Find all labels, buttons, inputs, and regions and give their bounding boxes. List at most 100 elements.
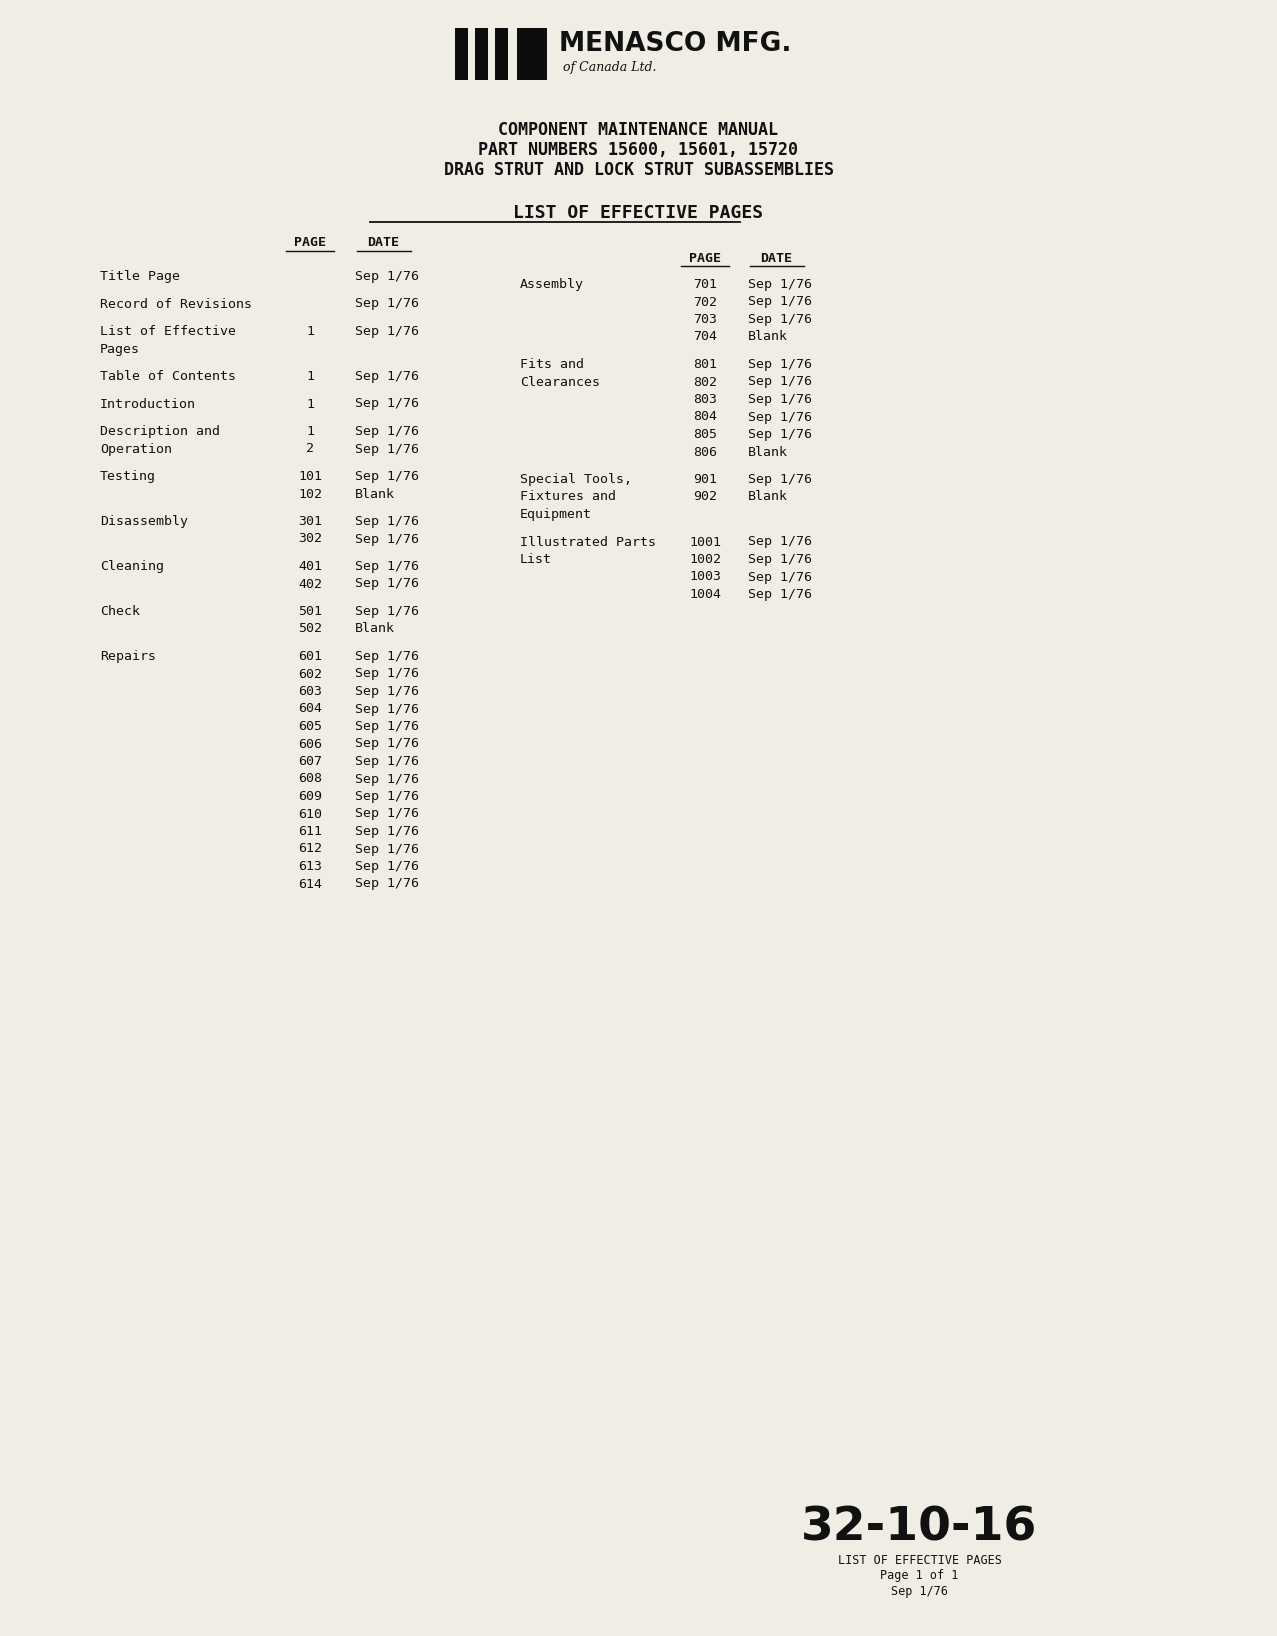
- Text: 802: 802: [693, 376, 716, 388]
- Text: Blank: Blank: [748, 445, 788, 458]
- Text: Blank: Blank: [748, 491, 788, 504]
- Bar: [517, 28, 547, 80]
- Text: 611: 611: [298, 825, 322, 838]
- Text: Fits and: Fits and: [520, 358, 584, 371]
- Text: 502: 502: [298, 623, 322, 635]
- Text: 609: 609: [298, 790, 322, 803]
- Text: 803: 803: [693, 393, 716, 406]
- Text: Sep 1/76: Sep 1/76: [748, 411, 812, 424]
- Text: Sep 1/76: Sep 1/76: [355, 470, 419, 483]
- Text: Sep 1/76: Sep 1/76: [355, 738, 419, 751]
- Text: Disassembly: Disassembly: [100, 515, 188, 528]
- Text: 1003: 1003: [690, 571, 722, 584]
- Text: 702: 702: [693, 296, 716, 309]
- Text: PART NUMBERS 15600, 15601, 15720: PART NUMBERS 15600, 15601, 15720: [479, 141, 798, 159]
- Text: Sep 1/76: Sep 1/76: [748, 587, 812, 600]
- Text: Sep 1/76: Sep 1/76: [355, 425, 419, 438]
- Text: Sep 1/76: Sep 1/76: [355, 772, 419, 785]
- Text: 1: 1: [306, 370, 314, 383]
- Text: 614: 614: [298, 877, 322, 890]
- Text: Sep 1/76: Sep 1/76: [355, 532, 419, 545]
- Text: Sep 1/76: Sep 1/76: [748, 358, 812, 371]
- Text: 1: 1: [306, 425, 314, 438]
- Text: 1001: 1001: [690, 535, 722, 548]
- Text: 604: 604: [298, 702, 322, 715]
- Text: 901: 901: [693, 473, 716, 486]
- Text: 607: 607: [298, 754, 322, 767]
- Text: Sep 1/76: Sep 1/76: [355, 667, 419, 681]
- Text: 602: 602: [298, 667, 322, 681]
- Text: Cleaning: Cleaning: [100, 560, 163, 573]
- Text: Illustrated Parts: Illustrated Parts: [520, 535, 656, 548]
- Text: Sep 1/76: Sep 1/76: [748, 393, 812, 406]
- Text: 613: 613: [298, 861, 322, 874]
- Text: 612: 612: [298, 843, 322, 856]
- Text: 608: 608: [298, 772, 322, 785]
- Text: Sep 1/76: Sep 1/76: [355, 270, 419, 283]
- Text: Introduction: Introduction: [100, 398, 195, 411]
- Text: Equipment: Equipment: [520, 509, 593, 520]
- Text: Fixtures and: Fixtures and: [520, 491, 616, 504]
- Text: Assembly: Assembly: [520, 278, 584, 291]
- Text: DRAG STRUT AND LOCK STRUT SUBASSEMBLIES: DRAG STRUT AND LOCK STRUT SUBASSEMBLIES: [443, 160, 834, 178]
- Text: LIST OF EFFECTIVE PAGES: LIST OF EFFECTIVE PAGES: [513, 204, 764, 222]
- Text: 701: 701: [693, 278, 716, 291]
- Text: 401: 401: [298, 560, 322, 573]
- Text: Sep 1/76: Sep 1/76: [355, 877, 419, 890]
- Text: 102: 102: [298, 488, 322, 501]
- Text: 101: 101: [298, 470, 322, 483]
- Text: PAGE: PAGE: [294, 237, 326, 250]
- Text: Sep 1/76: Sep 1/76: [748, 535, 812, 548]
- Text: Description and: Description and: [100, 425, 220, 438]
- Text: Sep 1/76: Sep 1/76: [355, 754, 419, 767]
- Text: List: List: [520, 553, 552, 566]
- Text: Sep 1/76: Sep 1/76: [748, 278, 812, 291]
- Text: 32-10-16: 32-10-16: [801, 1505, 1038, 1551]
- Text: Sep 1/76: Sep 1/76: [355, 515, 419, 528]
- Text: Record of Revisions: Record of Revisions: [100, 298, 252, 311]
- Text: Testing: Testing: [100, 470, 156, 483]
- Text: 605: 605: [298, 720, 322, 733]
- Text: 801: 801: [693, 358, 716, 371]
- Text: 301: 301: [298, 515, 322, 528]
- Text: LIST OF EFFECTIVE PAGES: LIST OF EFFECTIVE PAGES: [838, 1554, 1001, 1567]
- Text: Sep 1/76: Sep 1/76: [355, 790, 419, 803]
- Text: 2: 2: [306, 442, 314, 455]
- Text: Sep 1/76: Sep 1/76: [355, 825, 419, 838]
- Text: 804: 804: [693, 411, 716, 424]
- Text: DATE: DATE: [366, 237, 398, 250]
- Text: Blank: Blank: [355, 623, 395, 635]
- Text: Check: Check: [100, 605, 140, 618]
- Text: Sep 1/76: Sep 1/76: [355, 370, 419, 383]
- Text: Blank: Blank: [748, 330, 788, 344]
- Text: Sep 1/76: Sep 1/76: [748, 473, 812, 486]
- Text: 704: 704: [693, 330, 716, 344]
- Text: Sep 1/76: Sep 1/76: [355, 298, 419, 311]
- Text: Title Page: Title Page: [100, 270, 180, 283]
- Text: Sep 1/76: Sep 1/76: [748, 312, 812, 326]
- Text: Operation: Operation: [100, 442, 172, 455]
- Text: Special Tools,: Special Tools,: [520, 473, 632, 486]
- Text: 806: 806: [693, 445, 716, 458]
- Text: Sep 1/76: Sep 1/76: [355, 685, 419, 699]
- Text: 1: 1: [306, 398, 314, 411]
- Text: Sep 1/76: Sep 1/76: [748, 553, 812, 566]
- Text: Sep 1/76: Sep 1/76: [355, 808, 419, 821]
- Text: Sep 1/76: Sep 1/76: [355, 578, 419, 591]
- Text: 302: 302: [298, 532, 322, 545]
- Bar: [495, 28, 508, 80]
- Text: Sep 1/76: Sep 1/76: [748, 571, 812, 584]
- Text: Sep 1/76: Sep 1/76: [355, 702, 419, 715]
- Text: Pages: Pages: [100, 342, 140, 355]
- Text: Table of Contents: Table of Contents: [100, 370, 236, 383]
- Text: 1: 1: [306, 326, 314, 339]
- Text: MENASCO MFG.: MENASCO MFG.: [559, 31, 792, 57]
- Text: Sep 1/76: Sep 1/76: [355, 326, 419, 339]
- Text: 1002: 1002: [690, 553, 722, 566]
- Text: Sep 1/76: Sep 1/76: [891, 1585, 948, 1597]
- Text: 1004: 1004: [690, 587, 722, 600]
- Text: Sep 1/76: Sep 1/76: [355, 560, 419, 573]
- Text: 805: 805: [693, 429, 716, 442]
- Text: 610: 610: [298, 808, 322, 821]
- Text: Sep 1/76: Sep 1/76: [748, 296, 812, 309]
